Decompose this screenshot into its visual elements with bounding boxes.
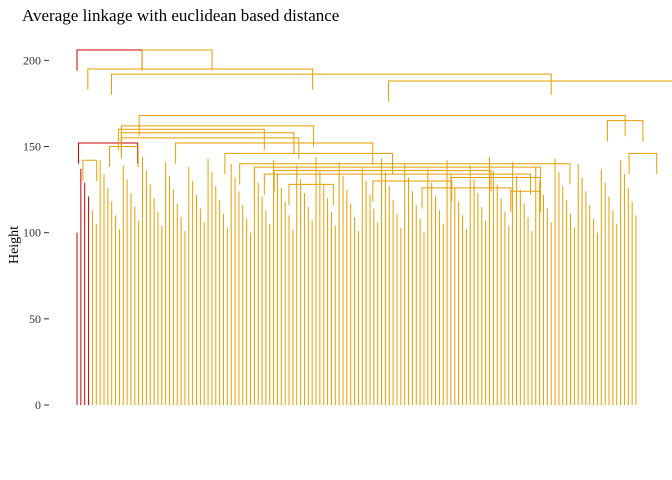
merge-branch	[510, 190, 541, 212]
y-tick-label: 150	[23, 140, 41, 154]
dendrogram-branches	[76, 49, 672, 212]
merge-branch	[606, 120, 644, 142]
dendrogram-leaves	[76, 156, 637, 405]
merge-branch	[288, 183, 334, 206]
merge-branch	[388, 80, 672, 102]
merge-branch	[120, 137, 300, 159]
merge-branch	[263, 173, 532, 195]
y-tick-label: 0	[35, 398, 41, 412]
y-axis-label: Height	[7, 226, 22, 264]
merge-branch	[372, 180, 453, 202]
y-tick-label: 100	[23, 226, 41, 240]
y-tick-label: 50	[29, 312, 41, 326]
merge-branch	[82, 159, 98, 181]
y-tick-label: 200	[23, 53, 41, 67]
merge-branch	[141, 49, 213, 71]
y-axis: 0 50 100 150 200	[23, 53, 49, 412]
merge-branch	[109, 146, 139, 168]
merge-branch	[273, 170, 492, 192]
merge-branch	[628, 152, 658, 175]
merge-branch	[76, 49, 143, 71]
merge-branch	[87, 68, 314, 90]
merge-branch	[111, 73, 552, 95]
merge-branch	[117, 128, 265, 150]
chart-title: Average linkage with euclidean based dis…	[22, 6, 339, 25]
